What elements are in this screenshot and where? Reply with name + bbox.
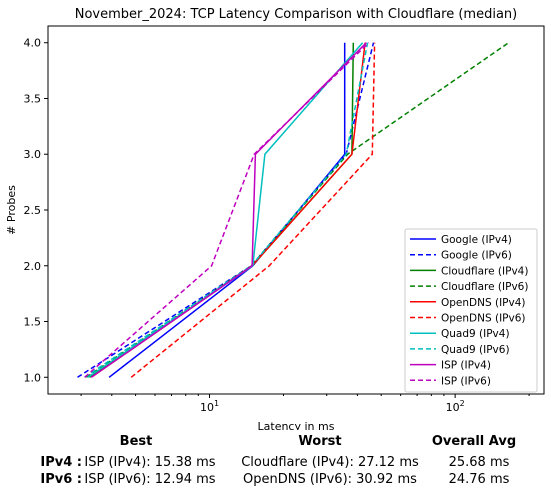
y-axis-label: # Probes — [5, 185, 18, 235]
series-line-google-ipv6 — [77, 42, 375, 378]
ipv6-best: ISP (IPv6): 12.94 ms — [84, 472, 216, 487]
series-line-google-ipv4 — [108, 42, 346, 378]
ipv4-worst: Cloudflare (IPv4): 27.12 ms — [241, 455, 419, 470]
ipv6-avg: 24.76 ms — [448, 472, 510, 487]
legend-label-opendns-ipv4: OpenDNS (IPv4) — [441, 297, 526, 309]
series-line-isp-ipv4 — [90, 42, 367, 378]
ipv4-best: ISP (IPv4): 15.38 ms — [84, 455, 216, 470]
x-tick-label: 102 — [446, 399, 465, 414]
legend-label-quad9-ipv6: Quad9 (IPv6) — [441, 344, 510, 356]
series-line-opendns-ipv6 — [130, 42, 376, 378]
y-tick-label: 3.5 — [24, 92, 42, 105]
x-tick-label: 101 — [200, 399, 219, 414]
ipv6-worst: OpenDNS (IPv6): 30.92 ms — [243, 472, 417, 487]
y-tick-label: 2.0 — [24, 260, 42, 273]
chart-title: November_2024: TCP Latency Comparison wi… — [75, 7, 518, 22]
y-tick-label: 2.5 — [24, 204, 42, 217]
legend-box — [404, 228, 538, 393]
y-tick-label: 1.5 — [24, 316, 42, 329]
x-axis: 101 102 — [80, 394, 530, 414]
x-axis-label: Latency in ms — [258, 420, 335, 430]
legend-label-google-ipv6: Google (IPv6) — [441, 250, 512, 262]
y-tick-label: 1.0 — [24, 371, 42, 384]
legend-label-isp-ipv6: ISP (IPv6) — [441, 375, 491, 387]
ipv4-row-label: IPv4 : — [40, 455, 82, 470]
legend-label-quad9-ipv4: Quad9 (IPv4) — [441, 328, 510, 340]
series-line-isp-ipv6 — [84, 42, 370, 378]
y-axis: 1.0 1.5 2.0 2.5 3.0 3.5 4.0 — [24, 37, 48, 384]
y-tick-label: 4.0 — [24, 37, 42, 50]
legend: Google (IPv4) Google (IPv6) Cloudflare (IP… — [404, 228, 538, 393]
y-tick-label: 3.0 — [24, 148, 42, 161]
latency-chart: November_2024: TCP Latency Comparison wi… — [5, 7, 545, 430]
best-header: Best — [119, 434, 153, 449]
legend-label-google-ipv4: Google (IPv4) — [441, 234, 512, 246]
series-line-cloudflare-ipv4 — [89, 42, 355, 378]
series-layer — [77, 42, 510, 378]
avg-header: Overall Avg — [431, 434, 517, 449]
legend-label-cloudflare-ipv6: Cloudflare (IPv6) — [441, 281, 528, 293]
legend-label-opendns-ipv6: OpenDNS (IPv6) — [441, 313, 526, 325]
series-line-opendns-ipv4 — [90, 42, 366, 378]
ipv4-avg: 25.68 ms — [448, 455, 510, 470]
ipv6-row-label: IPv6 : — [40, 472, 82, 487]
series-line-quad9-ipv4 — [87, 42, 364, 378]
legend-label-cloudflare-ipv4: Cloudflare (IPv4) — [441, 265, 528, 277]
worst-header: Worst — [298, 434, 342, 449]
series-line-quad9-ipv6 — [84, 42, 369, 378]
legend-label-isp-ipv4: ISP (IPv4) — [441, 360, 491, 372]
